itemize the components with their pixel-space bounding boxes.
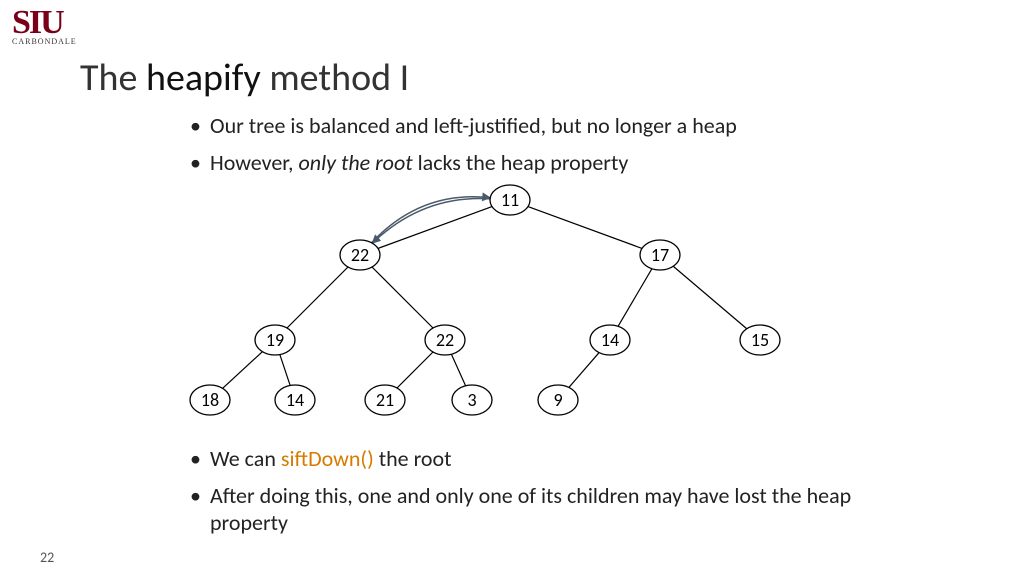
tree-edge xyxy=(372,267,433,328)
tree-node: 18 xyxy=(190,385,230,415)
title-pre: The xyxy=(80,55,146,101)
tree-node-label: 14 xyxy=(286,389,304,411)
tree-node: 3 xyxy=(452,385,492,415)
bullet-3-post: the root xyxy=(374,445,452,472)
bullet-2: However, only the root lacks the heap pr… xyxy=(190,149,737,176)
tree-node: 19 xyxy=(255,325,295,355)
tree-node-label: 9 xyxy=(553,389,562,411)
page-number: 22 xyxy=(40,549,54,566)
bullets-bottom: We can siftDown() the root After doing t… xyxy=(190,445,910,546)
tree-node-label: 11 xyxy=(501,189,519,211)
bullets-top: Our tree is balanced and left-justified,… xyxy=(190,112,737,186)
title-post: method I xyxy=(261,55,410,101)
tree-edge xyxy=(528,207,642,249)
bullet-2-italic: only the root xyxy=(299,149,413,176)
bullet-3: We can siftDown() the root xyxy=(190,445,910,472)
tree-edge xyxy=(451,354,465,386)
logo-sub: CARBONDALE xyxy=(12,37,77,46)
tree-edge xyxy=(223,352,263,389)
swap-arrows xyxy=(372,197,491,243)
tree-node-label: 3 xyxy=(467,389,476,411)
bullet-3-code: siftDown() xyxy=(281,445,374,472)
tree-node-label: 19 xyxy=(266,329,284,351)
tree-edge xyxy=(280,355,290,386)
tree-node-label: 22 xyxy=(351,244,369,266)
tree-node: 14 xyxy=(590,325,630,355)
tree-node: 9 xyxy=(538,385,578,415)
tree-node: 11 xyxy=(490,185,530,215)
title-keyword: heapify xyxy=(146,55,261,101)
bullet-2-post: lacks the heap property xyxy=(413,149,629,176)
tree-edge xyxy=(287,267,348,328)
bullet-4-text: After doing this, one and only one of it… xyxy=(210,482,851,536)
tree-edge xyxy=(618,269,652,327)
tree-edges xyxy=(223,207,747,389)
bullet-1: Our tree is balanced and left-justified,… xyxy=(190,112,737,139)
swap-arrow xyxy=(372,198,490,243)
tree-edge xyxy=(397,352,433,388)
bullet-2-pre: However, xyxy=(210,149,299,176)
tree-node-label: 22 xyxy=(436,329,454,351)
tree-node: 17 xyxy=(640,240,680,270)
tree-node-label: 15 xyxy=(751,329,769,351)
tree-node-label: 14 xyxy=(601,329,619,351)
tree-node-label: 21 xyxy=(376,389,394,411)
tree-node: 14 xyxy=(275,385,315,415)
logo-main: SIU xyxy=(12,8,77,39)
tree-node-label: 18 xyxy=(201,389,219,411)
tree-node: 22 xyxy=(340,240,380,270)
tree-nodes: 11 22 17 19 22 14 15 18 14 21 3 9 xyxy=(190,185,780,415)
tree-edge xyxy=(569,353,599,388)
bullet-1-text: Our tree is balanced and left-justified,… xyxy=(210,112,737,139)
siu-logo: SIU CARBONDALE xyxy=(12,8,77,46)
bullet-3-pre: We can xyxy=(210,445,281,472)
tree-edge xyxy=(673,266,747,329)
tree-node: 21 xyxy=(365,385,405,415)
tree-node: 22 xyxy=(425,325,465,355)
bullet-4: After doing this, one and only one of it… xyxy=(190,482,910,536)
tree-node: 15 xyxy=(740,325,780,355)
swap-arrow xyxy=(372,197,491,243)
heap-tree-diagram: 11 22 17 19 22 14 15 18 14 21 3 9 xyxy=(170,180,850,435)
tree-node-label: 17 xyxy=(651,244,669,266)
slide-title: The heapify method I xyxy=(80,55,409,101)
tree-edge xyxy=(378,207,492,249)
